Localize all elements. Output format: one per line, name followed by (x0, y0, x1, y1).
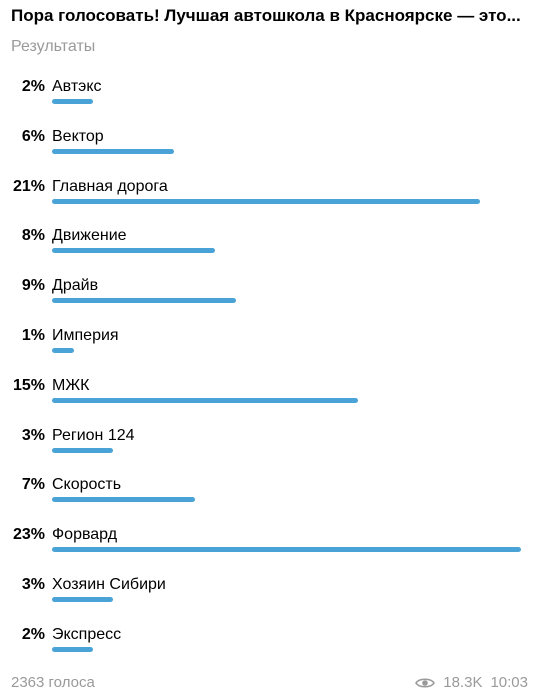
poll-results-label: Результаты (11, 38, 96, 55)
poll-option-percent: 3% (21, 426, 45, 444)
poll-option-percent: 8% (21, 227, 45, 245)
poll-option-label: Скорость (52, 476, 122, 494)
poll-option[interactable]: 9% Драйв (0, 277, 539, 327)
poll-option-percent: 2% (21, 625, 45, 643)
poll-option[interactable]: 15% МЖК (0, 377, 539, 427)
poll-option-bar (52, 148, 175, 154)
poll-option-bar (52, 397, 358, 403)
poll-option-percent: 15% (12, 376, 45, 394)
poll-option-percent: 3% (21, 576, 45, 593)
poll-option-bar (52, 348, 74, 353)
poll-option-percent: 1% (21, 327, 45, 344)
poll-option-percent: 6% (21, 127, 45, 145)
poll-option-label: Форвард (52, 526, 118, 544)
message-time: 10:03 (490, 674, 528, 691)
poll-option[interactable]: 2% Автэкс (0, 78, 539, 128)
poll-option-percent: 23% (12, 526, 45, 544)
poll-option-label: Империя (52, 327, 119, 344)
poll-option-bar (52, 497, 195, 503)
poll-option[interactable]: 1% Империя (0, 327, 539, 377)
poll-option[interactable]: 23% Форвард (0, 526, 539, 576)
poll-option-bar (52, 597, 114, 602)
poll-option-bar (52, 447, 114, 453)
poll-option-label: Главная дорога (52, 177, 168, 195)
poll-option[interactable]: 2% Экспресс (0, 626, 539, 676)
poll-option[interactable]: 8% Движение (0, 227, 539, 277)
poll-option[interactable]: 6% Вектор (0, 128, 539, 178)
message-footer: 2363 голоса 18.3K 10:03 (0, 672, 539, 696)
poll-option-percent: 7% (21, 476, 45, 494)
poll-option-label: Движение (52, 227, 127, 245)
poll-option-bar (52, 547, 521, 553)
poll-option[interactable]: 7% Скорость (0, 476, 539, 526)
poll-option-percent: 21% (12, 177, 45, 195)
poll-option-bar (52, 248, 216, 254)
poll-option-label: Автэкс (52, 78, 102, 95)
poll-title: Пора голосовать! Лучшая автошкола в Крас… (11, 6, 521, 25)
poll-option-label: Экспресс (52, 625, 122, 643)
poll-option-percent: 9% (21, 277, 45, 295)
message-meta: 18.3K 10:03 (415, 674, 528, 691)
vote-count[interactable]: 2363 голоса (11, 674, 95, 691)
poll-option-percent: 2% (21, 78, 45, 95)
views-count: 18.3K (443, 674, 483, 691)
poll-option-label: Вектор (52, 127, 104, 145)
poll-option-label: Хозяин Сибири (52, 576, 166, 593)
poll-option[interactable]: 3% Хозяин Сибири (0, 576, 539, 626)
poll-option-label: Драйв (52, 277, 99, 295)
poll-option-bar (52, 99, 93, 104)
poll-option[interactable]: 21% Главная дорога (0, 178, 539, 228)
poll-option-label: Регион 124 (52, 426, 135, 444)
poll-option-label: МЖК (52, 376, 90, 394)
poll-option-bar (52, 646, 93, 652)
poll-option-bar (52, 298, 236, 304)
poll-option[interactable]: 3% Регион 124 (0, 427, 539, 477)
poll-option-bar (52, 198, 481, 204)
eye-icon (415, 676, 436, 690)
